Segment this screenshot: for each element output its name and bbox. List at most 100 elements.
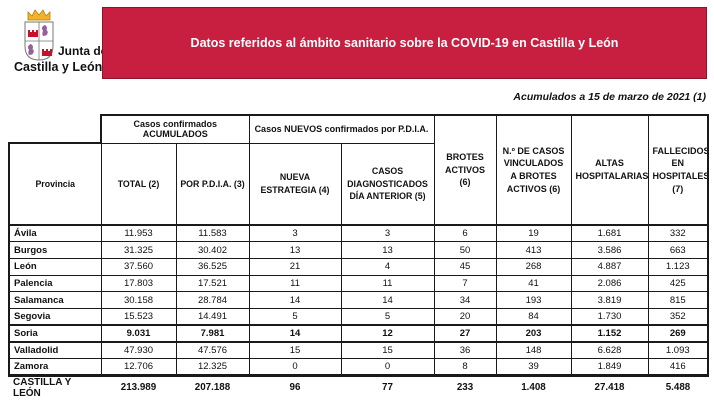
value-cell: 203 [495, 324, 572, 343]
value-cell: 12.325 [175, 358, 250, 377]
value-cell: 15 [248, 341, 342, 359]
province-cell: Palencia [8, 274, 102, 293]
value-cell: 5 [340, 307, 435, 326]
value-cell: 2.086 [570, 274, 649, 293]
value-cell: 14 [248, 324, 342, 343]
covid-table-wrapper: Casos confirmados ACUMULADOS Casos NUEVO… [8, 114, 709, 399]
header-provincia: Provincia [8, 142, 102, 226]
value-cell: 0 [340, 358, 435, 377]
value-cell: 36 [433, 341, 497, 359]
province-cell: Valladolid [8, 341, 102, 359]
value-cell: 39 [495, 358, 572, 377]
province-cell: Soria [8, 324, 102, 343]
value-cell: 12 [340, 324, 435, 343]
value-cell: 1.849 [570, 358, 649, 377]
province-cell: Zamora [8, 358, 102, 377]
province-cell: Segovia [8, 307, 102, 326]
value-cell: 45 [433, 257, 497, 276]
value-cell: 17.803 [100, 274, 177, 293]
value-cell: 3.586 [570, 241, 649, 259]
value-cell: 36.525 [175, 257, 250, 276]
value-cell: 7 [433, 274, 497, 293]
total-value-cell: 233 [456, 382, 474, 394]
table-row-soria-highlighted: Soria 9.031 7.981 14 12 27 203 1.152 269 [8, 324, 709, 343]
value-cell: 1.730 [570, 307, 649, 326]
group-header-row: Casos confirmados ACUMULADOS Casos NUEVO… [9, 114, 709, 226]
total-value-cell: 207.188 [194, 382, 231, 394]
value-cell: 21 [248, 257, 342, 276]
value-cell: 1.681 [570, 224, 649, 243]
value-cell: 352 [647, 307, 709, 326]
total-label-cell: CASTILLA Y LEÓN [13, 376, 72, 399]
header-por-pdia: POR P.D.I.A. (3) [175, 142, 250, 226]
value-cell: 815 [647, 291, 709, 309]
value-cell: 12.706 [100, 358, 177, 377]
table-row-burgos: Burgos 31.325 30.402 13 13 50 413 3.586 … [8, 241, 709, 259]
value-cell: 425 [647, 274, 709, 293]
value-cell: 47.930 [100, 341, 177, 359]
value-cell: 416 [647, 358, 709, 377]
empty-corner-cell [9, 115, 101, 143]
page-title: Datos referidos al ámbito sanitario sobr… [190, 36, 619, 50]
value-cell: 11 [248, 274, 342, 293]
table-row-avila: Ávila 11.953 11.583 3 3 6 19 1.681 332 [8, 224, 709, 243]
value-cell: 3 [248, 224, 342, 243]
value-cell: 6 [433, 224, 497, 243]
value-cell: 1.152 [570, 324, 649, 343]
table-row-zamora: Zamora 12.706 12.325 0 0 8 39 1.849 416 [8, 358, 709, 377]
value-cell: 15.523 [100, 307, 177, 326]
province-cell: Salamanca [8, 291, 102, 309]
table-row-valladolid: Valladolid 47.930 47.576 15 15 36 148 6.… [8, 341, 709, 359]
sub-header-row: Provincia TOTAL (2) POR P.D.I.A. (3) NUE… [8, 142, 708, 226]
value-cell: 3.819 [570, 291, 649, 309]
header-total: TOTAL (2) [100, 142, 177, 226]
value-cell: 11.583 [175, 224, 250, 243]
value-cell: 413 [495, 241, 572, 259]
value-cell: 13 [248, 241, 342, 259]
total-value-cell: 96 [289, 382, 301, 394]
province-cell: Ávila [8, 224, 102, 243]
total-value-cell: 5.488 [665, 382, 691, 394]
logo-text-line2: Castilla y León [14, 60, 103, 74]
value-cell: 14 [248, 291, 342, 309]
value-cell: 14.491 [175, 307, 250, 326]
value-cell: 1.093 [647, 341, 709, 359]
junta-cyl-logo: Junta de Castilla y León [12, 8, 116, 82]
value-cell: 27 [433, 324, 497, 343]
value-cell: 31.325 [100, 241, 177, 259]
logo-text-line1: Junta de [58, 44, 108, 58]
header-nueva-estrategia: NUEVA ESTRATEGIA (4) [248, 142, 342, 226]
value-cell: 47.576 [175, 341, 250, 359]
total-value-cell: 27.418 [594, 382, 625, 394]
value-cell: 20 [433, 307, 497, 326]
value-cell: 6.628 [570, 341, 649, 359]
title-banner: Datos referidos al ámbito sanitario sobr… [102, 7, 707, 79]
table-row-leon: León 37.560 36.525 21 4 45 268 4.887 1.1… [8, 257, 709, 276]
value-cell: 1.123 [647, 257, 709, 276]
header-vinculados: N.º DE CASOS VINCULADOS A BROTES ACTIVOS… [495, 114, 572, 226]
value-cell: 28.784 [175, 291, 250, 309]
value-cell: 84 [495, 307, 572, 326]
value-cell: 30.402 [175, 241, 250, 259]
total-value-cell: 77 [382, 382, 393, 394]
header-brotes: BROTES ACTIVOS (6) [433, 114, 497, 226]
value-cell: 15 [340, 341, 435, 359]
value-cell: 9.031 [100, 324, 177, 343]
table-row-salamanca: Salamanca 30.158 28.784 14 14 34 193 3.8… [8, 291, 709, 309]
value-cell: 268 [495, 257, 572, 276]
value-cell: 4.887 [570, 257, 649, 276]
value-cell: 17.521 [175, 274, 250, 293]
value-cell: 41 [495, 274, 572, 293]
header-fallecidos: FALLECIDOS EN HOSPITALES (7) [647, 114, 709, 226]
total-value-cell: 213.989 [120, 382, 157, 394]
header-diagnosticados: CASOS DIAGNOSTICADOS DÍA ANTERIOR (5) [340, 142, 435, 226]
province-cell: León [8, 257, 102, 276]
total-row-castilla-y-leon: CASTILLA Y LEÓN 213.989 207.188 96 77 23… [9, 375, 708, 399]
value-cell: 30.158 [100, 291, 177, 309]
value-cell: 269 [647, 324, 709, 343]
coat-of-arms-icon [24, 9, 54, 61]
value-cell: 663 [647, 241, 709, 259]
value-cell: 13 [340, 241, 435, 259]
covid-data-table: Casos confirmados ACUMULADOS Casos NUEVO… [8, 114, 709, 399]
